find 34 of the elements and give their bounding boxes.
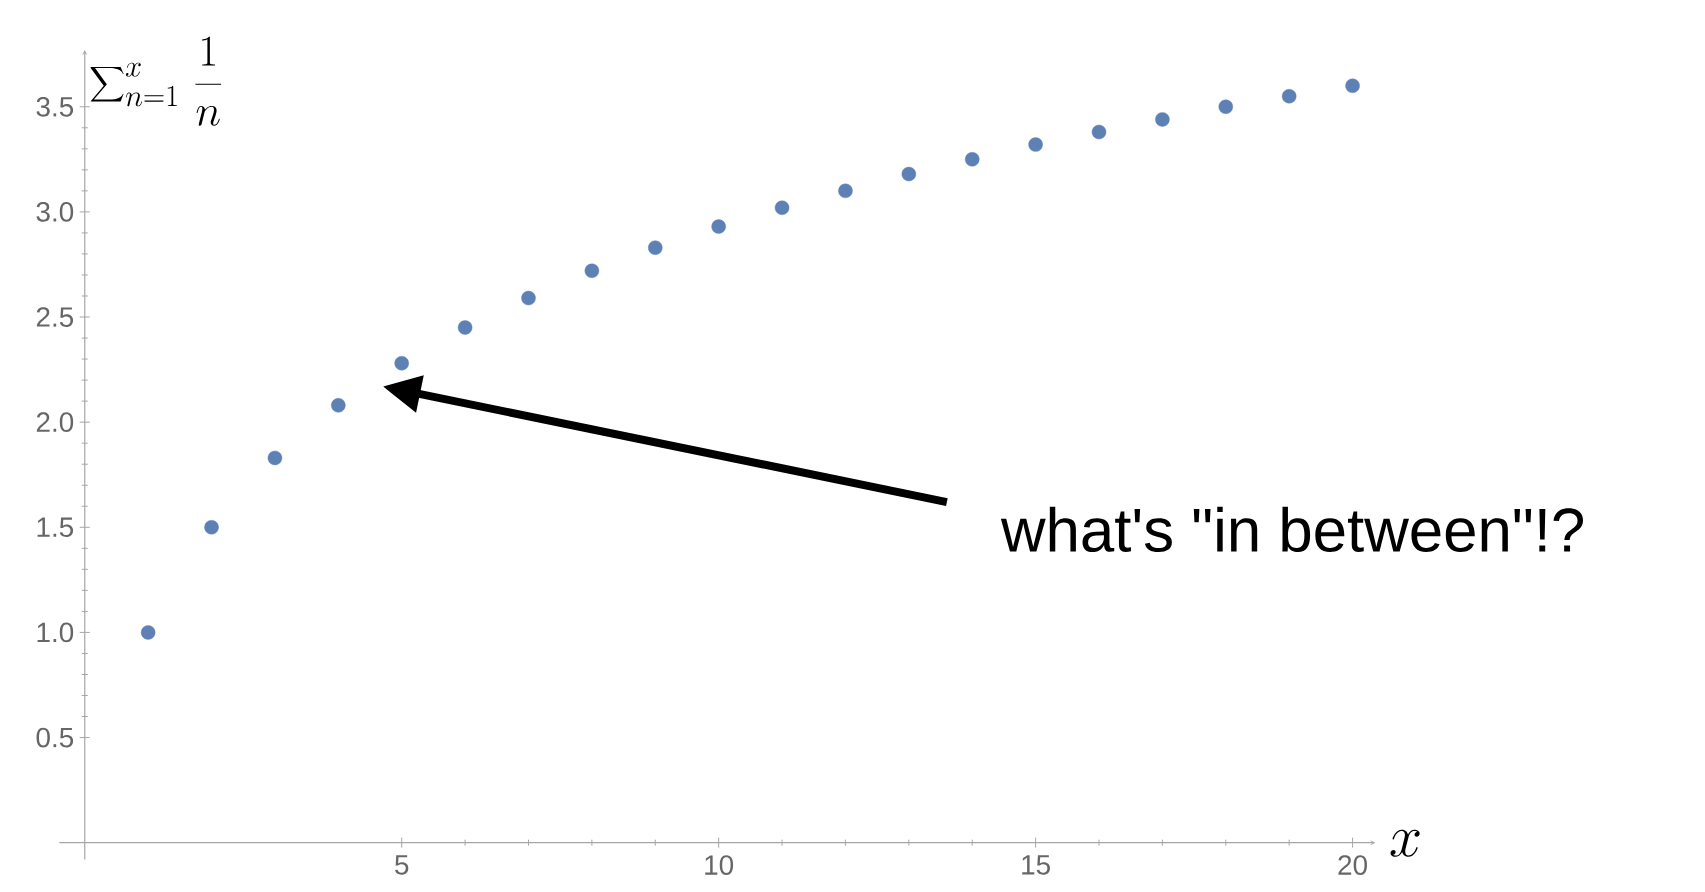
point (965, 152, 980, 167)
point (711, 219, 726, 234)
y-tick-label: 1.5 (37, 517, 74, 538)
point (901, 166, 917, 182)
x-tick-label: 10 (705, 855, 734, 875)
x-tick-label: 15 (1022, 855, 1050, 875)
point (1028, 137, 1043, 152)
y-tick-label: 2.0 (36, 412, 74, 433)
point (204, 520, 219, 535)
y-axis-title: $\sum\nolimits_{n=1}^{x}\, \frac{1}{n}$ (90, 36, 222, 126)
point (140, 625, 156, 640)
y-tick-label: 1.0 (37, 622, 74, 643)
y-tick-label: 3.0 (36, 202, 74, 222)
point (267, 450, 283, 466)
point (394, 356, 409, 371)
point (521, 290, 536, 306)
point (1155, 112, 1170, 127)
point (1281, 89, 1297, 104)
x-tick-label: 20 (1338, 855, 1367, 875)
point (648, 240, 663, 255)
annotation: what's "in between"!? (1000, 506, 1583, 553)
y-tick-label: 3.5 (36, 96, 74, 117)
y-tick-label: 2.5 (36, 307, 74, 327)
point (1091, 124, 1107, 140)
y-tick-label: 0.5 (36, 727, 74, 748)
x-tick-label: 5 (395, 855, 409, 875)
point (584, 263, 600, 278)
point (1218, 99, 1233, 114)
point (838, 183, 853, 199)
point (774, 200, 790, 215)
point (1345, 78, 1360, 93)
point (331, 398, 346, 413)
point (457, 320, 473, 335)
x-axis-title: $x$ (1390, 829, 1420, 857)
